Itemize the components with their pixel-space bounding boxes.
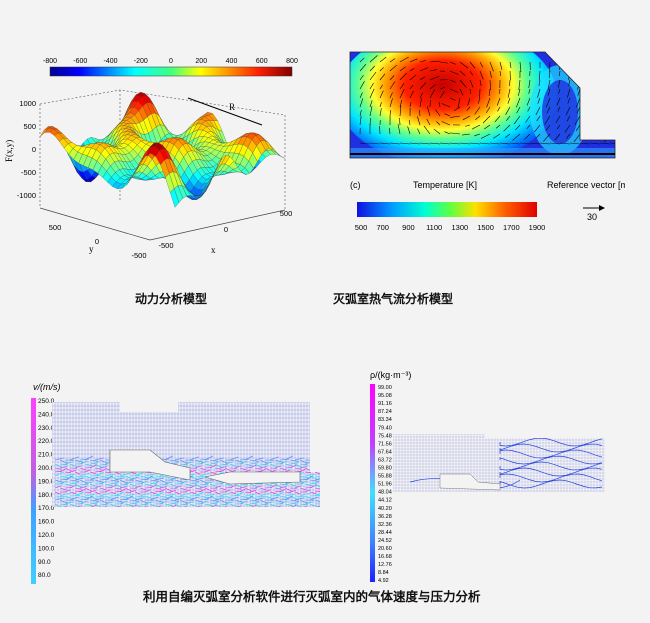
colorbar-tick: 0: [169, 58, 173, 65]
density-tick: 16.68: [378, 554, 392, 560]
z-tick: -500: [21, 168, 36, 177]
velocity-tick: 220.0: [38, 438, 55, 445]
density-contours: [409, 437, 603, 489]
velocity-tick: 230.0: [38, 425, 55, 432]
density-tick: 91.16: [378, 401, 392, 407]
velocity-tick: 240.0: [38, 411, 55, 418]
thermal-panel: (c) Temperature [K] Reference vector [m/…: [335, 40, 638, 240]
density-tick: 67.64: [378, 449, 392, 455]
colorbar-tick: 800: [286, 58, 298, 65]
density-tick: 20.60: [378, 546, 392, 552]
density-unit-label: ρ/(kg·m⁻³): [370, 370, 411, 380]
density-tick: 36.28: [378, 514, 392, 520]
colorbar-tick: -600: [73, 58, 87, 65]
density-tick: 59.80: [378, 466, 392, 472]
temperature-tick: 900: [402, 223, 415, 232]
z-tick: 0: [32, 145, 36, 154]
z-axis-label: F(x,y): [4, 140, 14, 162]
y-axis-label: y: [89, 244, 94, 254]
density-tick: 79.40: [378, 425, 392, 431]
z-tick: 1000: [19, 99, 36, 108]
density-tick: 55.88: [378, 474, 392, 480]
density-tick: 99.00: [378, 385, 392, 391]
colorbar-tick: 200: [195, 58, 207, 65]
contact-part: [204, 471, 301, 485]
colorbar-tick: 400: [226, 58, 238, 65]
r-label: R: [229, 102, 235, 112]
dynamics-caption: 动力分析模型: [135, 292, 208, 306]
temperature-tick: 1100: [426, 223, 442, 232]
velocity-unit-label: v/(m/s): [33, 382, 61, 392]
thermal-caption: 灭弧室热气流分析模型: [333, 292, 454, 306]
dynamics-panel: -800 -600 -400 -200 0 200 400 600 800 R F(x,y) 1…: [0, 40, 320, 260]
velocity-tick: 100.0: [38, 545, 55, 552]
density-tick: 95.08: [378, 393, 392, 399]
velocity-tick: 200.0: [38, 465, 55, 472]
reference-vector-value: 30: [587, 212, 597, 222]
bottom-caption: 利用自编灭弧室分析软件进行灭弧室内的气体速度与压力分析: [143, 589, 481, 604]
temperature-tick: 1500: [477, 223, 494, 232]
density-tick: 40.20: [378, 506, 392, 512]
velocity-tick: 90.0: [38, 559, 51, 566]
dynamics-colorbar: [49, 66, 293, 77]
temperature-colorbar: [357, 202, 537, 217]
velocity-tick: 160.0: [38, 519, 55, 526]
temperature-tick: 500: [355, 223, 368, 232]
density-tick: 75.48: [378, 433, 392, 439]
density-tick: 4.92: [378, 578, 389, 584]
velocity-tick: 250.0: [38, 398, 55, 405]
thermal-flow-plot: (c) Temperature [K] Reference vector [m/…: [349, 51, 638, 232]
y-tick: 0: [95, 237, 99, 246]
density-tick: 63.72: [378, 457, 392, 463]
colorbar-tick: -200: [134, 58, 148, 65]
reference-vector-label: Reference vector [m/s]: [547, 180, 625, 190]
density-panel: ρ/(kg·m⁻³) 99.00 95.08 91.16 87.24 83.34 79.4…: [350, 362, 630, 590]
dynamics-box: [39, 89, 286, 210]
velocity-tick: 190.0: [38, 478, 55, 485]
velocity-tick: 170.0: [38, 505, 55, 512]
temperature-tick: 700: [376, 223, 389, 232]
x-axis-label: x: [211, 245, 216, 255]
x-tick: -500: [158, 241, 173, 250]
dynamics-surface-plot: -800 -600 -400 -200 0 200 400 600 800 R F(x,y) 1…: [4, 58, 298, 260]
velocity-tick: 80.0: [38, 572, 51, 579]
temperature-tick: 1300: [452, 223, 469, 232]
panel-label: (c): [350, 180, 361, 190]
velocity-field-plot: v/(m/s) 250.0 240.0 230.0 220.0 210.0 200.0 19…: [31, 382, 320, 584]
density-tick: 12.76: [378, 562, 392, 568]
radius-arrow: [187, 97, 263, 126]
z-tick: 500: [23, 122, 36, 131]
velocity-tick: 210.0: [38, 452, 55, 459]
nozzle-part: [109, 449, 191, 481]
density-colorbar: [370, 384, 375, 582]
colorbar-tick: -400: [103, 58, 117, 65]
colorbar-tick: 600: [256, 58, 268, 65]
z-tick: -1000: [17, 191, 36, 200]
colorbar-tick: -800: [43, 58, 57, 65]
y-tick: -500: [131, 251, 146, 260]
density-tick: 28.44: [378, 530, 392, 536]
y-tick: 500: [49, 223, 62, 232]
density-tick: 71.56: [378, 441, 392, 447]
velocity-tick: 120.0: [38, 532, 55, 539]
density-tick: 44.12: [378, 498, 392, 504]
density-tick: 48.04: [378, 490, 392, 496]
dynamics-surface: [39, 92, 286, 208]
density-tick: 83.34: [378, 417, 392, 423]
density-field-plot: ρ/(kg·m⁻³) 99.00 95.08 91.16 87.24 83.34 79.4…: [370, 370, 605, 584]
temperature-tick: 1700: [503, 223, 520, 232]
density-tick: 24.52: [378, 538, 392, 544]
velocity-tick: 180.0: [38, 492, 55, 499]
x-tick: 0: [224, 225, 228, 234]
density-tick: 51.96: [378, 482, 392, 488]
hot-gas-region: [350, 52, 557, 158]
density-tick: 87.24: [378, 409, 392, 415]
velocity-colorbar: [31, 398, 36, 584]
density-tick: 32.36: [378, 522, 392, 528]
velocity-panel: v/(m/s) 250.0 240.0 230.0 220.0 210.0 200.0 19…: [0, 372, 330, 590]
temperature-tick: 1900: [529, 223, 546, 232]
x-tick: 500: [280, 209, 293, 218]
temperature-label: Temperature [K]: [413, 180, 477, 190]
density-tick: 8.84: [378, 570, 389, 576]
